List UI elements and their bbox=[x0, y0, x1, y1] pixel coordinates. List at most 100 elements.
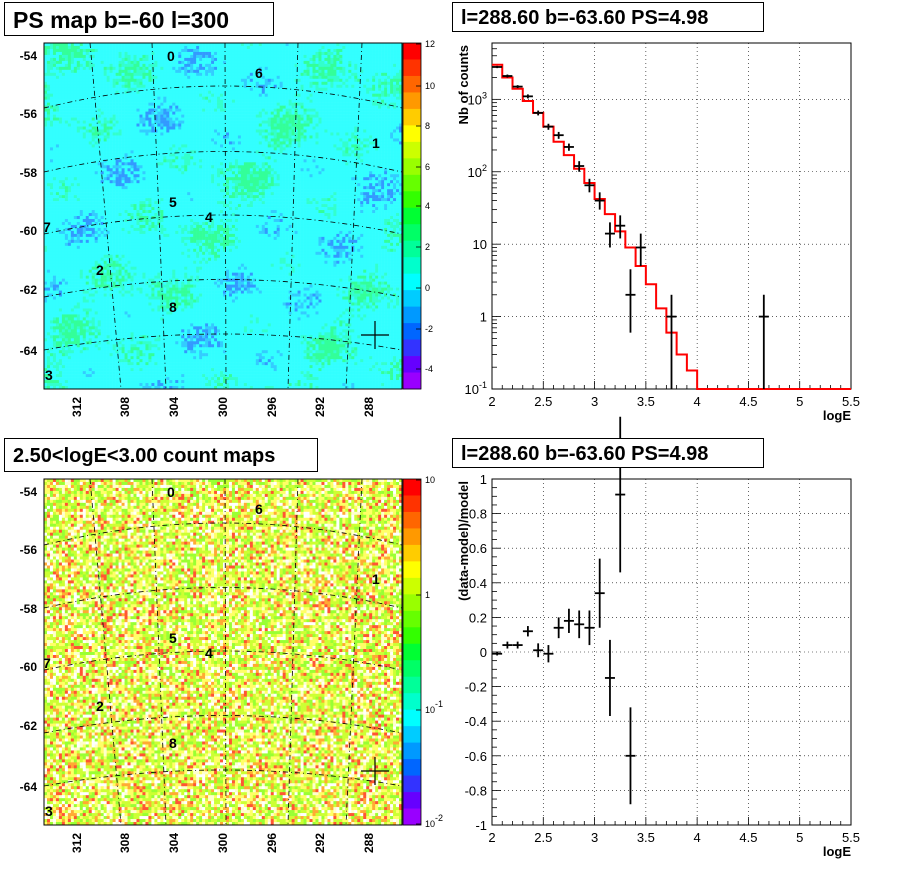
map-y-tick-label: -64 bbox=[20, 780, 38, 794]
colorbar-swatch bbox=[403, 92, 421, 109]
map-x-tick-label: 312 bbox=[70, 397, 84, 417]
colorbar-swatch bbox=[403, 528, 421, 545]
map-x-tick-label: 300 bbox=[216, 397, 230, 417]
colorbar-tick-label: 0 bbox=[425, 283, 430, 293]
x-tick-label: 5 bbox=[796, 830, 803, 845]
map-pixels bbox=[44, 479, 402, 825]
map-x-tick-label: 292 bbox=[313, 397, 327, 417]
source-label: 6 bbox=[255, 65, 263, 81]
map-y-tick-label: -62 bbox=[20, 283, 38, 297]
colorbar-swatch bbox=[403, 76, 421, 93]
source-label: 8 bbox=[169, 735, 177, 751]
source-label: 4 bbox=[205, 209, 213, 225]
y-tick-label: 10 bbox=[473, 237, 487, 252]
map-pixels bbox=[44, 43, 402, 389]
colorbar-swatch bbox=[403, 208, 421, 225]
source-label: 2 bbox=[96, 698, 104, 714]
y-tick-label: 0.8 bbox=[469, 507, 487, 522]
map-y-tick-label: -54 bbox=[20, 485, 38, 499]
map-y-tick-label: -60 bbox=[20, 224, 38, 238]
x-tick-label: 5.5 bbox=[842, 830, 860, 845]
colorbar-swatch bbox=[403, 109, 421, 126]
colorbar-swatch bbox=[403, 792, 421, 809]
map-y-tick-label: -58 bbox=[20, 602, 38, 616]
x-tick-label: 3.5 bbox=[637, 394, 655, 409]
source-label: 0 bbox=[167, 48, 175, 64]
map-y-tick-label: -64 bbox=[20, 344, 38, 358]
colorbar-tick-label: 8 bbox=[425, 121, 430, 131]
colorbar-swatch bbox=[403, 578, 421, 595]
map-y-tick-label: -58 bbox=[20, 166, 38, 180]
y-tick-label: -1 bbox=[475, 818, 487, 833]
x-tick-label: 4 bbox=[694, 394, 701, 409]
y-tick-label: -0.8 bbox=[465, 783, 487, 798]
colorbar-swatch bbox=[403, 594, 421, 611]
colorbar-swatch bbox=[403, 627, 421, 644]
colorbar-swatch bbox=[403, 307, 421, 324]
map-y-tick-label: -54 bbox=[20, 49, 38, 63]
colorbar-swatch bbox=[403, 290, 421, 307]
source-label: 1 bbox=[372, 571, 380, 587]
colorbar-swatch bbox=[403, 43, 421, 60]
colorbar-swatch bbox=[403, 323, 421, 340]
colorbar-swatch bbox=[403, 479, 421, 496]
spectrum-title-residuals: l=288.60 b=-63.60 PS=4.98 bbox=[452, 438, 764, 468]
x-axis-label: logE bbox=[823, 408, 851, 423]
map-x-tick-label: 288 bbox=[362, 833, 376, 853]
source-label: 2 bbox=[96, 262, 104, 278]
map-y-tick-label: -60 bbox=[20, 660, 38, 674]
y-axis-label: (data-model)/model bbox=[456, 481, 471, 601]
y-axis-label: Nb of counts bbox=[456, 45, 471, 124]
colorbar-tick-label: 1 bbox=[425, 590, 430, 600]
y-tick-label: 102 bbox=[468, 163, 487, 180]
colorbar-swatch bbox=[403, 241, 421, 258]
colorbar-swatch bbox=[403, 512, 421, 529]
residuals-panel: 2 2.5 3 3.5 4 4.5 5 5.510.80.60.40.20-0.2-0.4-0… bbox=[456, 417, 860, 859]
source-label: 6 bbox=[255, 501, 263, 517]
y-tick-label: 0.6 bbox=[469, 541, 487, 556]
colorbar-tick-label: 12 bbox=[425, 39, 435, 49]
x-tick-label: 2 bbox=[488, 394, 495, 409]
x-tick-label: 3 bbox=[591, 394, 598, 409]
map-x-tick-label: 296 bbox=[265, 833, 279, 853]
colorbar-tick-label: -2 bbox=[425, 324, 433, 334]
colorbar-tick-label: 2 bbox=[425, 242, 430, 252]
map-x-tick-label: 308 bbox=[118, 833, 132, 853]
colorbar-swatch bbox=[403, 743, 421, 760]
source-label: 7 bbox=[43, 655, 51, 671]
colorbar-tick-label: 10-1 bbox=[425, 699, 443, 715]
colorbar-tick-label: -4 bbox=[425, 364, 433, 374]
y-tick-label: 0.2 bbox=[469, 610, 487, 625]
y-tick-label: -0.6 bbox=[465, 749, 487, 764]
y-tick-label: 10-1 bbox=[465, 380, 487, 397]
colorbar-swatch bbox=[403, 776, 421, 793]
colorbar-swatch bbox=[403, 710, 421, 727]
x-tick-label: 4.5 bbox=[739, 394, 757, 409]
y-tick-label: -0.4 bbox=[465, 714, 487, 729]
colorbar-tick-label: 4 bbox=[425, 201, 430, 211]
colorbar-swatch bbox=[403, 373, 421, 390]
x-tick-label: 4.5 bbox=[739, 830, 757, 845]
x-tick-label: 2.5 bbox=[534, 394, 552, 409]
colorbar-swatch bbox=[403, 677, 421, 694]
map-x-tick-label: 308 bbox=[118, 397, 132, 417]
colorbar-swatch bbox=[403, 611, 421, 628]
colorbar-swatch bbox=[403, 340, 421, 357]
colorbar-swatch bbox=[403, 356, 421, 373]
map-x-tick-label: 304 bbox=[167, 833, 181, 853]
map-x-tick-label: 296 bbox=[265, 397, 279, 417]
colorbar-tick-label: 6 bbox=[425, 162, 430, 172]
map-title-ps: PS map b=-60 l=300 bbox=[4, 2, 274, 36]
source-label: 0 bbox=[167, 484, 175, 500]
x-tick-label: 4 bbox=[694, 830, 701, 845]
map-y-tick-label: -56 bbox=[20, 107, 38, 121]
map-x-tick-label: 292 bbox=[313, 833, 327, 853]
colorbar-swatch bbox=[403, 495, 421, 512]
source-label: 7 bbox=[43, 219, 51, 235]
map-x-tick-label: 288 bbox=[362, 397, 376, 417]
source-label: 8 bbox=[169, 299, 177, 315]
